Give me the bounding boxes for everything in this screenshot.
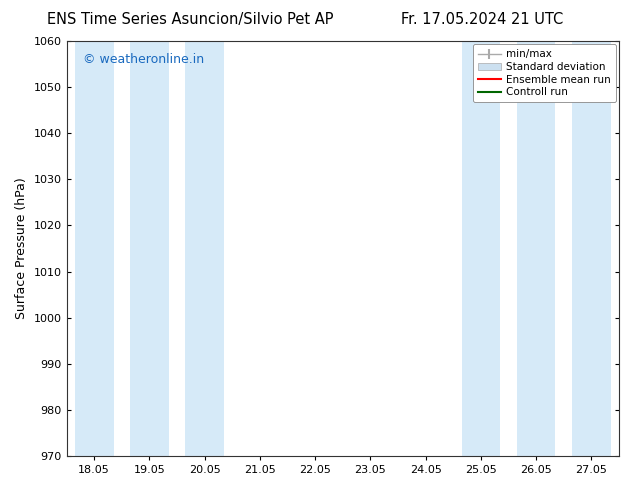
Bar: [185, 41, 224, 456]
Bar: [572, 41, 611, 456]
Text: ENS Time Series Asuncion/Silvio Pet AP: ENS Time Series Asuncion/Silvio Pet AP: [47, 12, 333, 27]
Legend: min/max, Standard deviation, Ensemble mean run, Controll run: min/max, Standard deviation, Ensemble me…: [472, 44, 616, 102]
Y-axis label: Surface Pressure (hPa): Surface Pressure (hPa): [15, 178, 28, 319]
Bar: [75, 41, 113, 456]
Bar: [130, 41, 169, 456]
Bar: [462, 41, 500, 456]
Bar: [517, 41, 555, 456]
Text: Fr. 17.05.2024 21 UTC: Fr. 17.05.2024 21 UTC: [401, 12, 563, 27]
Text: © weatheronline.in: © weatheronline.in: [83, 53, 204, 67]
